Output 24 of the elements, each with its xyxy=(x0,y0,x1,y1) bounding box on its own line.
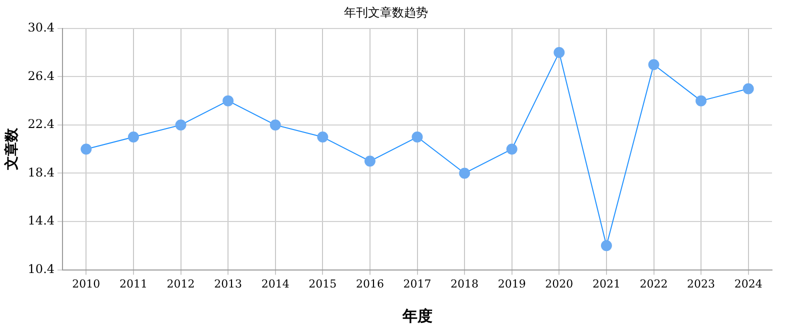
x-tick-label: 2012 xyxy=(166,277,195,290)
x-tick-label: 2020 xyxy=(545,277,574,290)
x-tick-label: 2019 xyxy=(498,277,526,290)
x-tick-label: 2021 xyxy=(592,277,620,290)
x-tick-label: 2011 xyxy=(119,277,148,290)
x-tick-label: 2013 xyxy=(214,277,242,290)
y-tick-label: 30.4 xyxy=(28,20,55,35)
y-tick-label: 26.4 xyxy=(28,68,55,83)
x-tick-label: 2014 xyxy=(261,277,290,290)
y-tick-label: 18.4 xyxy=(28,165,55,180)
x-tick-label: 2023 xyxy=(687,277,716,290)
y-tick-label: 14.4 xyxy=(28,214,55,228)
x-tick-label: 2017 xyxy=(403,277,432,290)
x-tick-label: 2016 xyxy=(356,277,384,290)
chart-title: 年刊文章数趋势 xyxy=(344,5,428,20)
x-tick-label: 2018 xyxy=(450,277,479,290)
y-axis-title: 文章数 xyxy=(3,127,20,172)
x-tick-label: 2015 xyxy=(308,277,337,290)
x-tick-label: 2024 xyxy=(734,277,762,290)
x-axis-title: 年度 xyxy=(401,306,432,325)
y-tick-label: 22.4 xyxy=(28,117,55,132)
x-tick-label: 2022 xyxy=(640,277,668,290)
x-tick-label: 2010 xyxy=(72,277,100,290)
y-tick-label: 10.4 xyxy=(28,262,55,276)
